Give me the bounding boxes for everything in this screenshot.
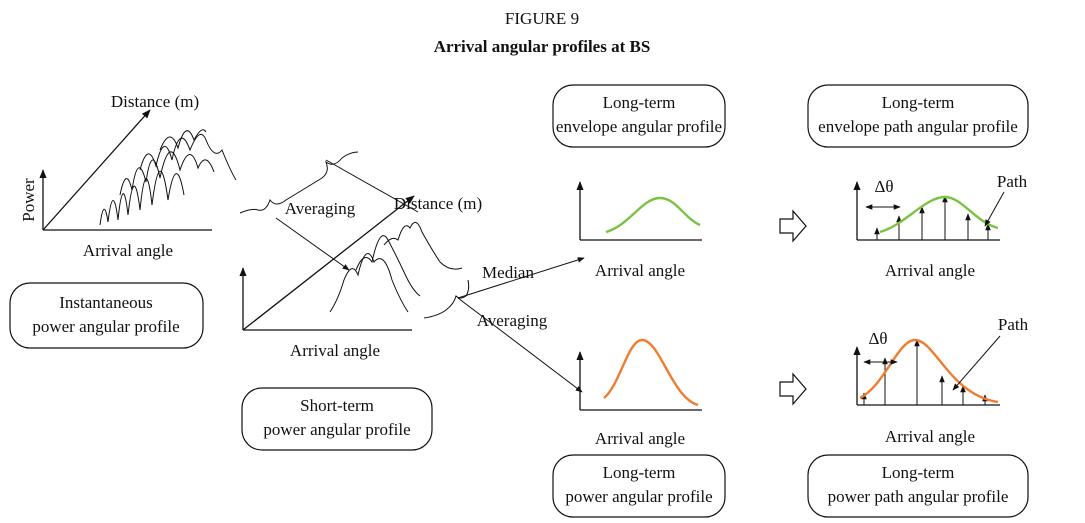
delta-label: Δθ <box>874 177 893 196</box>
arrow <box>275 217 350 271</box>
box-line: Long-term <box>603 93 676 112</box>
box-line: Long-term <box>882 93 955 112</box>
box-line: power angular profile <box>565 487 712 506</box>
arrow <box>457 297 583 393</box>
box-line: power path angular profile <box>828 487 1009 506</box>
box-line: Long-term <box>882 463 955 482</box>
envelope-path-panel <box>853 181 1005 241</box>
power-path-panel <box>853 335 1001 406</box>
averaging-label: Averaging <box>477 311 548 330</box>
box-line: power angular profile <box>263 420 410 439</box>
envelope-panel <box>576 181 702 241</box>
median-label: Median <box>482 263 534 282</box>
label-box <box>241 387 433 451</box>
short-term-panel <box>239 195 463 331</box>
z-axis-label: Distance (m) <box>111 92 199 111</box>
figure-label: FIGURE 9 <box>505 9 579 28</box>
box-line: envelope angular profile <box>556 117 722 136</box>
averaging-label: Averaging <box>285 199 356 218</box>
brace <box>239 151 359 214</box>
instantaneous-panel <box>39 109 237 231</box>
label-box <box>552 454 726 518</box>
delta-label: Δθ <box>868 329 887 348</box>
box-line: power angular profile <box>32 317 179 336</box>
power-panel <box>576 338 702 411</box>
line <box>325 159 419 213</box>
box-line: envelope path angular profile <box>818 117 1018 136</box>
box-line: Short-term <box>300 396 374 415</box>
y-axis-label: Power <box>19 178 38 222</box>
x-axis-label: Arrival angle <box>595 261 685 280</box>
path-label: Path <box>998 315 1029 334</box>
box-line: Long-term <box>603 463 676 482</box>
figure-title: Arrival angular profiles at BS <box>434 37 651 56</box>
label-box <box>9 282 204 349</box>
arrow <box>457 257 585 299</box>
hollow-arrow <box>779 209 807 243</box>
brace <box>423 279 470 319</box>
label-box <box>807 84 1029 148</box>
path-label: Path <box>997 172 1028 191</box>
z-axis-label: Distance (m) <box>394 194 482 213</box>
x-axis-label: Arrival angle <box>885 427 975 446</box>
box-line: Instantaneous <box>59 293 152 312</box>
x-axis-label: Arrival angle <box>83 241 173 260</box>
hollow-arrow <box>779 372 807 406</box>
x-axis-label: Arrival angle <box>885 261 975 280</box>
x-axis-label: Arrival angle <box>290 341 380 360</box>
label-box <box>807 454 1029 518</box>
x-axis-label: Arrival angle <box>595 429 685 448</box>
label-box <box>552 84 726 148</box>
